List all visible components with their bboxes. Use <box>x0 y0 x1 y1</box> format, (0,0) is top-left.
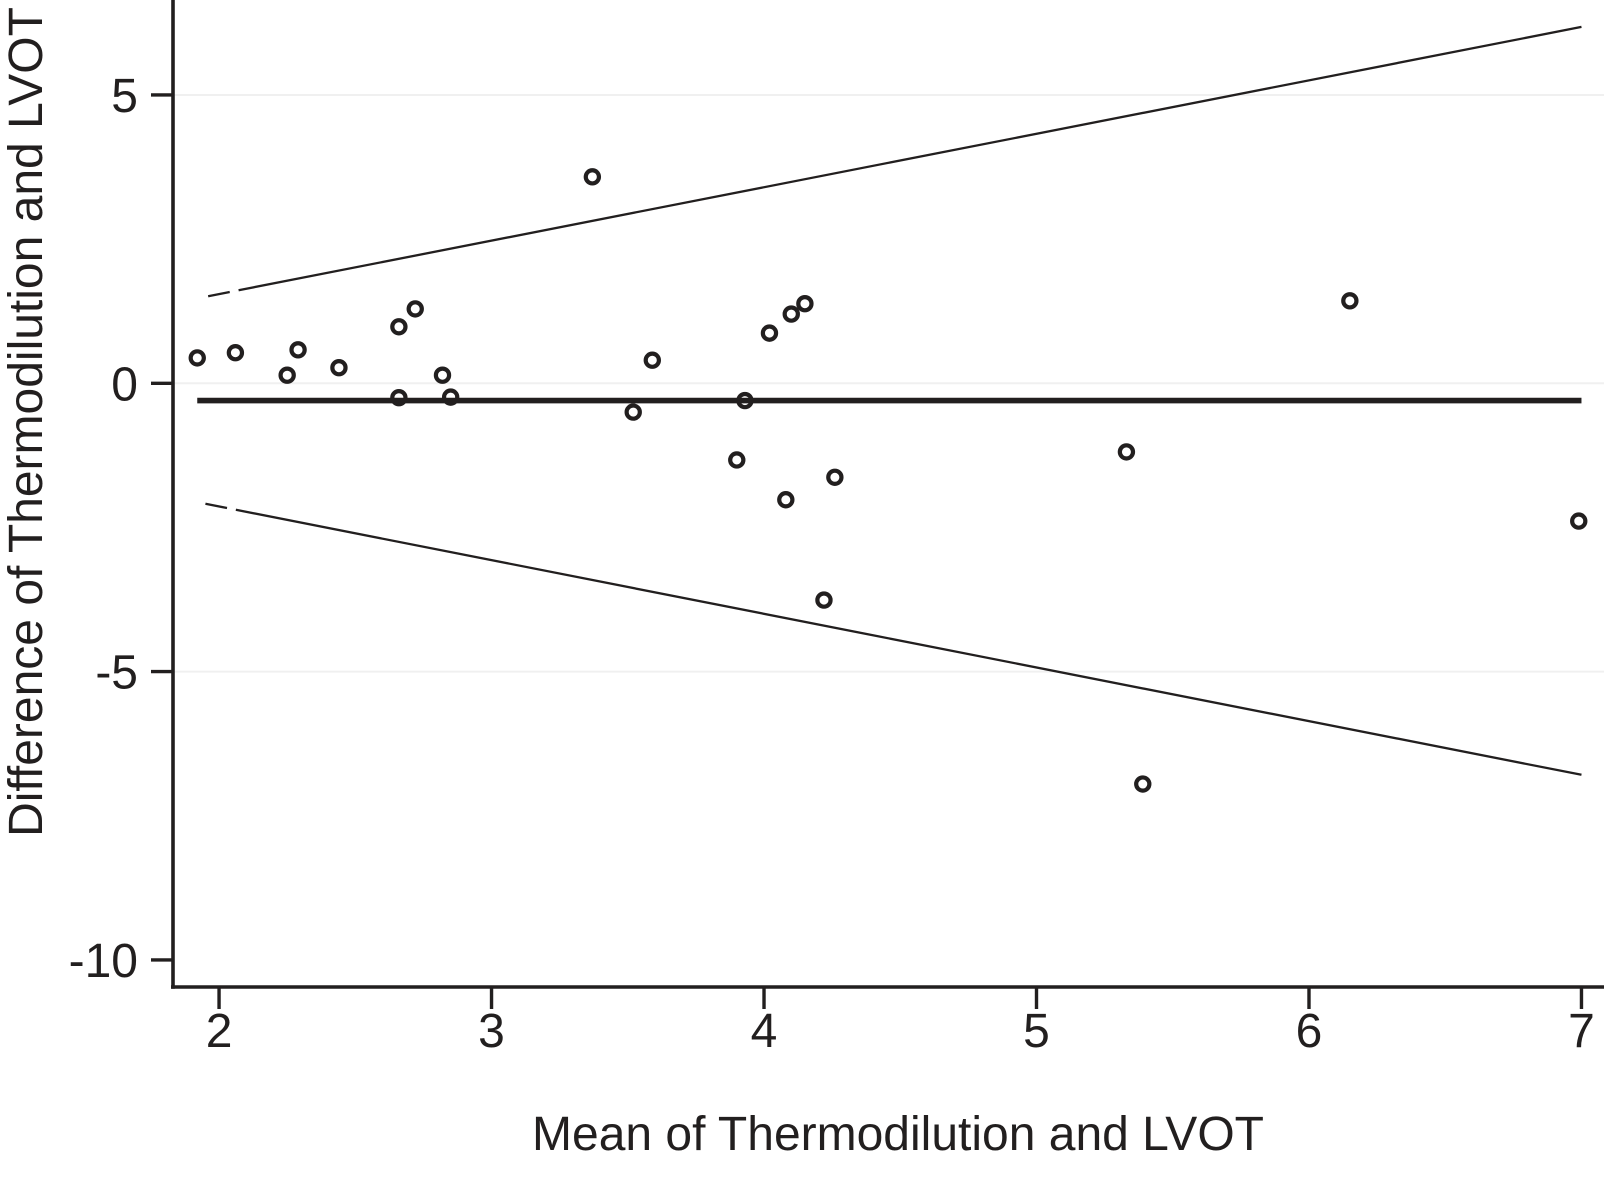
data-point <box>390 388 408 407</box>
x-tick-label: 2 <box>206 1005 233 1058</box>
data-point <box>826 468 844 486</box>
data-point <box>330 359 348 377</box>
data-point <box>226 344 245 362</box>
y-tick-label: 5 <box>111 70 138 123</box>
data-point <box>433 366 452 384</box>
x-tick-label: 6 <box>1296 1005 1323 1058</box>
data-point <box>1570 512 1588 530</box>
data-point <box>736 391 754 410</box>
data-point <box>782 305 800 323</box>
data-point <box>796 295 814 313</box>
data-points-layer <box>188 168 1588 793</box>
x-tick-label: 7 <box>1568 1005 1595 1058</box>
data-point <box>643 351 661 369</box>
data-point <box>815 591 833 609</box>
x-tick-label: 4 <box>751 1005 778 1058</box>
data-point <box>777 491 795 509</box>
data-point <box>278 366 296 384</box>
y-tick-label: -10 <box>69 935 138 988</box>
y-tick-label: -5 <box>95 647 138 700</box>
upper-limit-line <box>207 25 1582 298</box>
data-point <box>406 300 424 318</box>
y-axis-title: Difference of Thermodilution and LVOT <box>0 7 53 837</box>
y-tick-label: 0 <box>111 358 138 411</box>
data-point <box>624 403 642 421</box>
agreement-lines-layer <box>197 25 1582 776</box>
data-point <box>1117 443 1136 461</box>
tick-labels-layer: 5 0 -5 -10 2 3 4 5 6 7 <box>69 70 1595 1058</box>
gridline-layer <box>173 93 1604 673</box>
data-point <box>390 318 408 336</box>
data-point <box>728 451 746 469</box>
x-tick-label: 5 <box>1023 1005 1050 1058</box>
data-point <box>1341 292 1359 310</box>
data-point <box>760 324 779 342</box>
data-point <box>441 388 460 406</box>
data-point <box>583 168 602 186</box>
x-axis-title: Mean of Thermodilution and LVOT <box>532 1108 1264 1161</box>
data-point <box>188 349 206 367</box>
data-point <box>289 341 307 359</box>
axes-layer <box>151 0 1604 1009</box>
lower-limit-line <box>205 502 1582 776</box>
data-point <box>1134 775 1152 793</box>
x-tick-label: 3 <box>478 1005 505 1058</box>
